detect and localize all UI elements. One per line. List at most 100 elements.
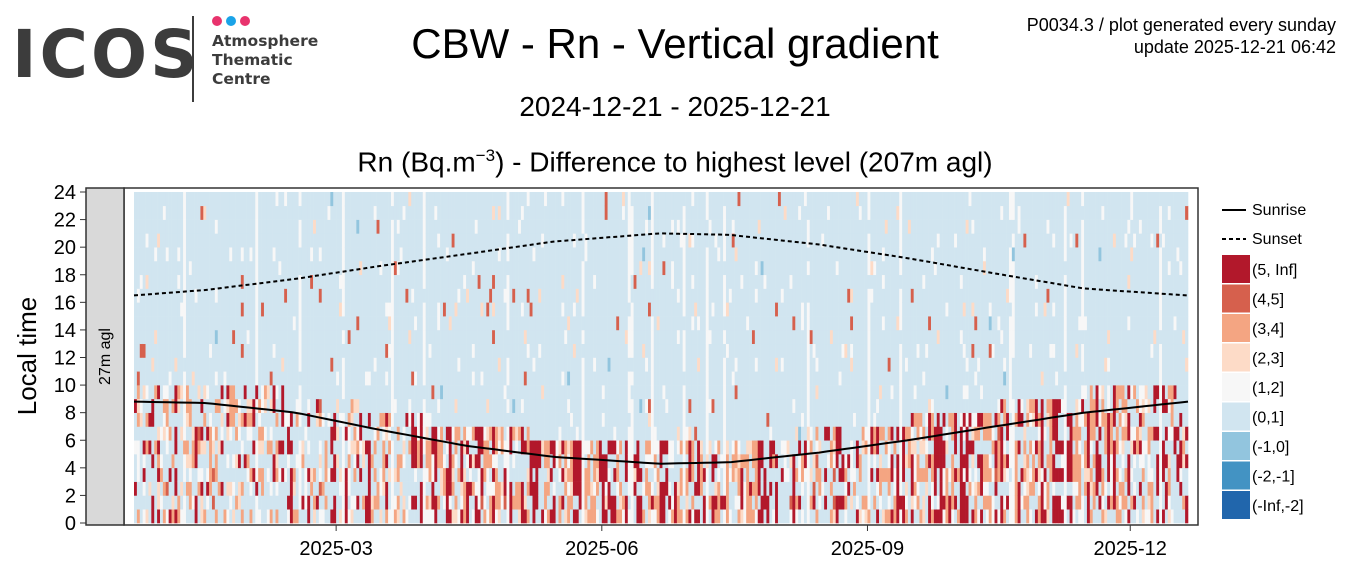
heatmap-cell (497, 274, 502, 289)
heatmap-cell (411, 481, 415, 496)
heatmap-cell (272, 343, 276, 358)
heatmap-cell (636, 260, 640, 276)
heatmap-cell (711, 440, 715, 455)
heatmap-cell (622, 343, 626, 358)
heatmap-cell (584, 260, 588, 276)
heatmap-cell (408, 385, 412, 400)
heatmap-cell (725, 192, 730, 207)
heatmap-cell (255, 247, 259, 262)
heatmap-cell (463, 260, 467, 276)
heatmap-cell (711, 426, 715, 441)
heatmap-cell (506, 302, 510, 317)
heatmap-cell (578, 205, 582, 220)
heatmap-cell (728, 205, 733, 220)
heatmap-cell (454, 274, 458, 289)
heatmap-cell (391, 385, 395, 400)
heatmap-cell (275, 247, 279, 262)
heatmap-cell (486, 385, 490, 400)
heatmap-cell (535, 192, 539, 207)
heatmap-cell (223, 329, 227, 345)
heatmap-cell (642, 385, 646, 400)
heatmap-cell (174, 440, 178, 455)
heatmap-cell (520, 192, 525, 207)
heatmap-cell (136, 454, 141, 469)
heatmap-cell (708, 343, 712, 358)
heatmap-cell (682, 192, 686, 207)
heatmap-cell (347, 302, 351, 317)
heatmap-cell (142, 274, 146, 289)
heatmap-cell (497, 509, 502, 524)
heatmap-cell (633, 219, 637, 234)
heatmap-cell (434, 426, 438, 441)
heatmap-cell (659, 371, 663, 386)
heatmap-cell (339, 385, 343, 400)
heatmap-cell (512, 385, 516, 400)
heatmap-cell (232, 357, 236, 372)
heatmap-cell (359, 316, 363, 331)
heatmap-cell (327, 329, 331, 345)
heatmap-cell (347, 467, 351, 482)
heatmap-cell (725, 509, 730, 524)
heatmap-cell (708, 481, 712, 496)
heatmap-cell (648, 371, 652, 386)
heatmap-cell (191, 481, 195, 496)
heatmap-cell (555, 509, 559, 524)
heatmap-cell (168, 454, 172, 469)
heatmap-cell (321, 329, 325, 345)
heatmap-cell (445, 357, 450, 372)
heatmap-cell (448, 467, 452, 482)
heatmap-cell (584, 329, 588, 345)
heatmap-cell (324, 495, 328, 510)
heatmap-cell (408, 205, 412, 220)
heatmap-cell (702, 343, 707, 358)
heatmap-cell (405, 426, 409, 441)
heatmap-cell (304, 412, 308, 427)
heatmap-cell (217, 302, 221, 317)
heatmap-cell (414, 371, 418, 386)
heatmap-cell (185, 412, 190, 427)
heatmap-cell (564, 371, 568, 386)
heatmap-cell (492, 371, 496, 386)
heatmap-cell (220, 260, 224, 276)
heatmap-cell (581, 495, 585, 510)
heatmap-cell (616, 233, 620, 248)
heatmap-cell (347, 205, 351, 220)
heatmap-cell (188, 371, 193, 386)
heatmap-cell (217, 495, 221, 510)
heatmap-cell (336, 205, 340, 220)
heatmap-cell (318, 316, 322, 331)
heatmap-cell (428, 398, 432, 413)
heatmap-cell (567, 192, 571, 207)
heatmap-cell (714, 247, 718, 262)
heatmap-cell (648, 426, 652, 441)
heatmap-cell (258, 343, 262, 358)
heatmap-cell (691, 302, 695, 317)
heatmap-cell (327, 385, 331, 400)
heatmap-cell (630, 481, 634, 496)
heatmap-cell (477, 260, 481, 276)
heatmap-cell (258, 467, 262, 482)
heatmap-cell (523, 398, 528, 413)
heatmap-cell (287, 412, 291, 427)
heatmap-cell (226, 288, 230, 303)
heatmap-cell (232, 454, 236, 469)
heatmap-cell (188, 274, 193, 289)
heatmap-cell (315, 219, 320, 234)
heatmap-cell (541, 192, 545, 207)
heatmap-cell (258, 412, 262, 427)
heatmap-cell (235, 260, 239, 276)
heatmap-cell (679, 219, 683, 234)
heatmap-cell (697, 233, 701, 248)
heatmap-cell (367, 495, 372, 510)
heatmap-cell (532, 288, 536, 303)
heatmap-cell (442, 426, 447, 441)
heatmap-cell (466, 371, 470, 386)
heatmap-cell (714, 205, 718, 220)
heatmap-cell (217, 454, 221, 469)
heatmap-cell (659, 288, 663, 303)
heatmap-cell (676, 205, 681, 220)
heatmap-cell (639, 302, 643, 317)
heatmap-cell (546, 467, 551, 482)
heatmap-cell (185, 302, 190, 317)
heatmap-cell (523, 260, 528, 276)
